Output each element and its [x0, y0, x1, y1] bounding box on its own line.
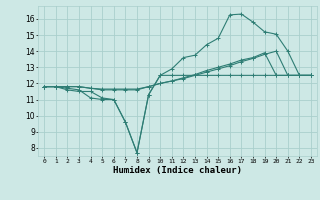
X-axis label: Humidex (Indice chaleur): Humidex (Indice chaleur) — [113, 166, 242, 175]
